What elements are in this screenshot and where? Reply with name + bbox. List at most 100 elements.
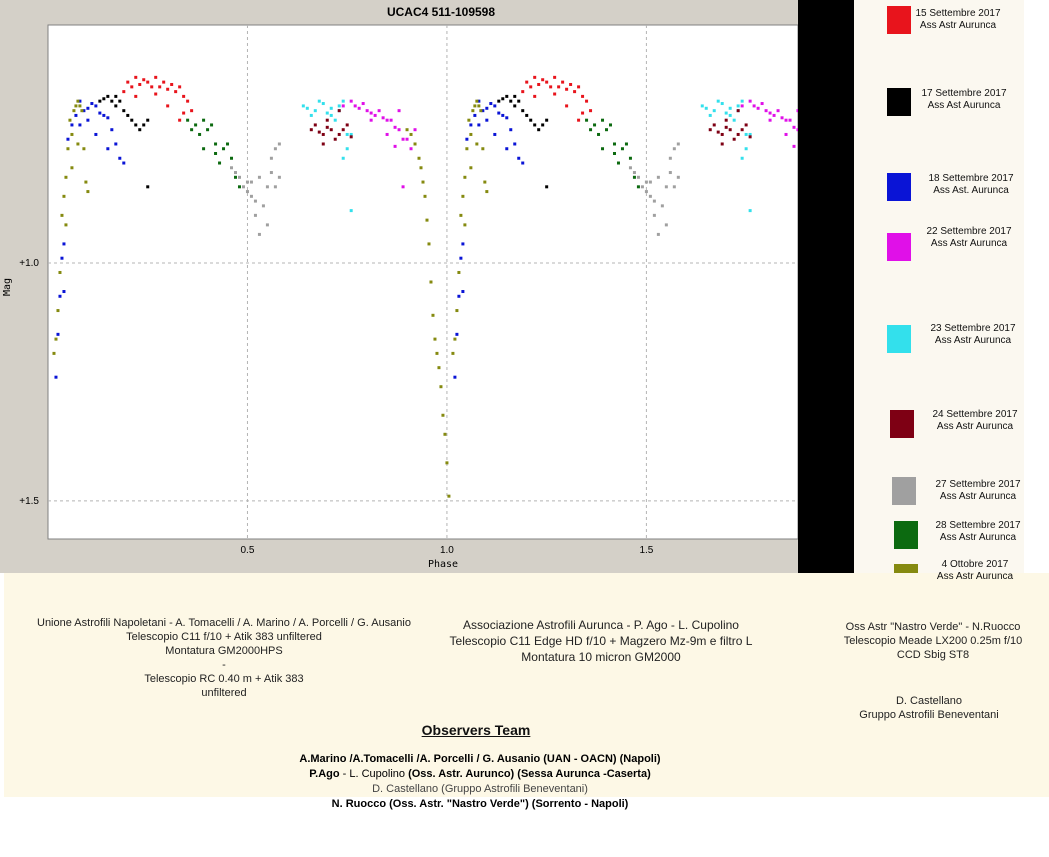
data-point bbox=[309, 113, 313, 117]
data-point bbox=[393, 125, 397, 129]
data-point bbox=[724, 111, 728, 115]
legend-affiliation: Ass Astr Aurunca bbox=[919, 20, 997, 31]
data-point bbox=[553, 92, 557, 96]
data-point bbox=[459, 213, 463, 217]
data-point bbox=[453, 337, 457, 341]
data-point bbox=[425, 218, 429, 222]
y-axis-label: Mag bbox=[2, 278, 13, 296]
data-point bbox=[676, 175, 680, 179]
data-point bbox=[102, 113, 106, 117]
data-point bbox=[593, 123, 597, 127]
legend-affiliation: Ass Ast Aurunca bbox=[927, 100, 1001, 111]
data-point bbox=[417, 156, 421, 160]
data-point bbox=[361, 102, 365, 106]
data-point bbox=[56, 332, 60, 336]
data-point bbox=[198, 132, 202, 136]
data-point bbox=[178, 85, 182, 89]
data-point bbox=[744, 123, 748, 127]
data-point bbox=[182, 94, 186, 98]
data-point bbox=[748, 99, 752, 103]
data-point bbox=[182, 111, 186, 115]
data-point bbox=[357, 106, 361, 110]
data-point bbox=[385, 132, 389, 136]
data-point bbox=[349, 132, 353, 136]
data-point bbox=[475, 99, 479, 103]
data-point bbox=[521, 109, 525, 113]
data-point bbox=[597, 132, 601, 136]
data-point bbox=[94, 104, 98, 108]
data-point bbox=[632, 171, 636, 175]
data-point bbox=[712, 123, 716, 127]
data-point bbox=[585, 118, 589, 122]
data-point bbox=[513, 94, 517, 98]
data-point bbox=[521, 161, 525, 165]
data-point bbox=[443, 432, 447, 436]
credit-line: - bbox=[222, 659, 226, 671]
legend-swatch bbox=[887, 6, 911, 34]
data-point bbox=[601, 147, 605, 151]
data-point bbox=[788, 118, 792, 122]
data-point bbox=[190, 109, 194, 113]
data-point bbox=[660, 204, 664, 208]
credit-line: Unione Astrofili Napoletani - A. Tomacel… bbox=[37, 617, 411, 629]
data-point bbox=[74, 113, 78, 117]
legend-affiliation: Ass Astr Aurunca bbox=[930, 238, 1008, 249]
data-point bbox=[768, 111, 772, 115]
data-point bbox=[78, 99, 82, 103]
data-point bbox=[463, 175, 467, 179]
data-point bbox=[86, 106, 90, 110]
data-point bbox=[90, 102, 94, 106]
data-point bbox=[704, 106, 708, 110]
data-point bbox=[481, 109, 485, 113]
data-point bbox=[82, 109, 86, 113]
data-point bbox=[70, 166, 74, 170]
data-point bbox=[341, 104, 345, 108]
data-point bbox=[664, 223, 668, 227]
data-point bbox=[740, 156, 744, 160]
data-point bbox=[237, 175, 241, 179]
data-point bbox=[162, 80, 166, 84]
data-point bbox=[389, 118, 393, 122]
data-point bbox=[337, 104, 341, 108]
data-point bbox=[465, 147, 469, 151]
data-point bbox=[457, 294, 461, 298]
data-point bbox=[565, 104, 569, 108]
data-point bbox=[309, 128, 313, 132]
data-points bbox=[52, 75, 798, 498]
observers-team-heading: Observers Team bbox=[421, 722, 531, 738]
data-point bbox=[501, 97, 505, 101]
data-point bbox=[253, 199, 257, 203]
credit-line: Gruppo Astrofili Beneventani bbox=[859, 709, 999, 721]
data-point bbox=[489, 102, 493, 106]
data-point bbox=[226, 142, 230, 146]
data-point bbox=[102, 97, 106, 101]
data-point bbox=[792, 125, 796, 129]
data-point bbox=[245, 180, 249, 184]
data-point bbox=[664, 185, 668, 189]
data-point bbox=[126, 113, 130, 117]
data-point bbox=[62, 290, 66, 294]
data-point bbox=[605, 128, 609, 132]
data-point bbox=[736, 132, 740, 136]
data-point bbox=[505, 116, 509, 120]
data-point bbox=[485, 106, 489, 110]
data-point bbox=[317, 130, 321, 134]
data-point bbox=[202, 118, 206, 122]
data-point bbox=[321, 102, 325, 106]
data-point bbox=[349, 135, 353, 139]
data-point bbox=[656, 232, 660, 236]
data-point bbox=[154, 75, 158, 79]
credit-line: Montatura 10 micron GM2000 bbox=[521, 650, 681, 664]
chart-title: UCAC4 511-109598 bbox=[387, 5, 495, 19]
legend-swatch bbox=[887, 173, 911, 201]
data-point bbox=[413, 128, 417, 132]
legend-label: 28 Settembre 2017 bbox=[935, 520, 1021, 531]
data-point bbox=[585, 99, 589, 103]
axis-ticks: 0.5 1.0 1.5 +1.0 +1.5 bbox=[19, 258, 654, 556]
data-point bbox=[589, 128, 593, 132]
data-point bbox=[369, 118, 373, 122]
data-point bbox=[740, 99, 744, 103]
data-point bbox=[764, 109, 768, 113]
data-point bbox=[483, 180, 487, 184]
credit-line: unfiltered bbox=[201, 687, 247, 699]
